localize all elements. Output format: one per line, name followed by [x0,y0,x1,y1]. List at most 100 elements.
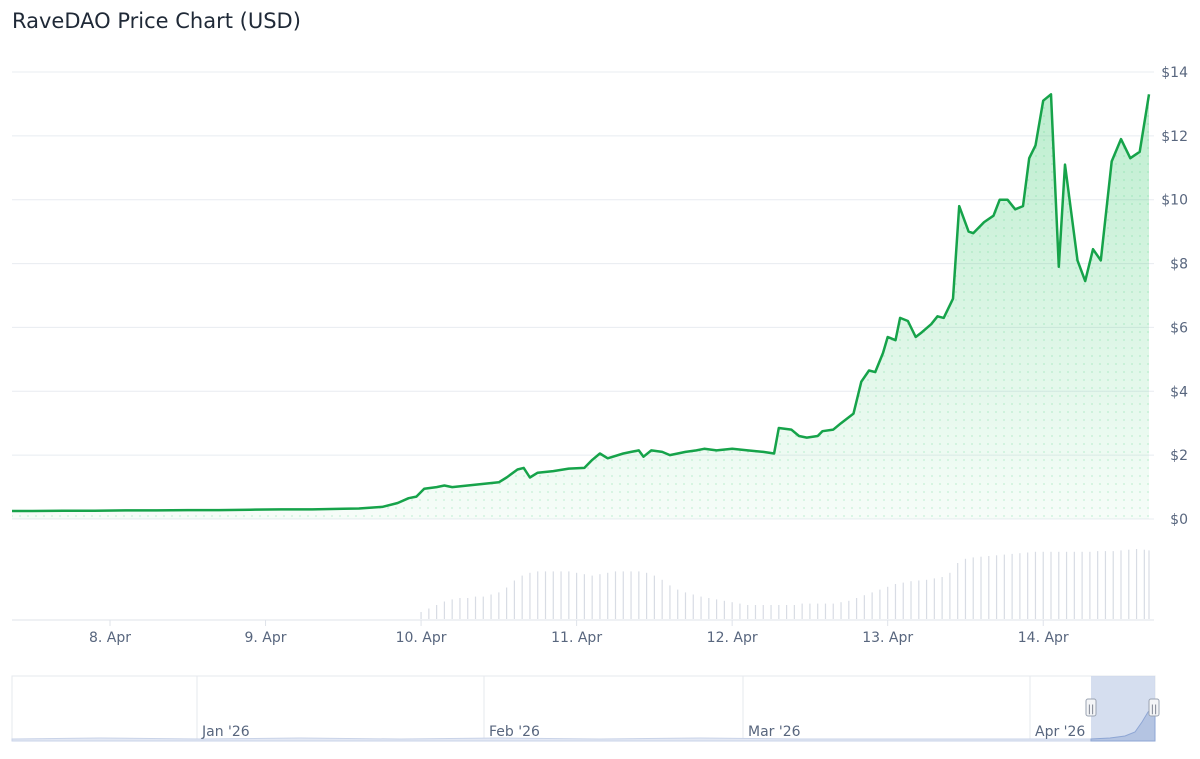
volume-bar [855,598,858,619]
y-axis-labels: $0 $2 $4 $6 $8 $10 $12 $14 [1161,65,1188,528]
price-area [12,94,1149,520]
volume-bar [1089,551,1091,619]
volume-bar [474,596,477,619]
navigator-selection-series [1090,703,1156,742]
navigator-left-handle[interactable]: || [1085,698,1097,717]
volume-bar [1097,551,1099,619]
volume-bars [420,549,1150,619]
navigator-right-handle[interactable]: || [1148,698,1160,717]
volume-bar [646,572,648,619]
volume-bar [770,605,772,619]
navigator[interactable]: Jan '26 Feb '26 Mar '26 Apr '26 || || [11,675,1160,742]
volume-bar [1073,551,1075,619]
volume-bar [809,603,811,619]
volume-bar [817,603,819,619]
volume-bar [568,571,570,619]
volume-bar [972,557,974,619]
volume-bar [840,602,842,619]
x-axis-labels: 8. Apr 9. Apr 10. Apr 11. Apr 12. Apr 13. Apr… [89,620,1069,646]
volume-bar [832,603,834,619]
volume-bar [902,582,904,619]
x-tick-label: 10. Apr [396,630,447,646]
volume-bar [1003,554,1005,619]
x-tick-label: 11. Apr [551,630,602,646]
volume-bar [848,600,850,619]
volume-bar [964,558,967,619]
volume-bar [700,596,702,619]
volume-bar [1027,552,1029,619]
volume-bar [420,612,422,619]
volume-bar [436,605,438,619]
volume-bar [824,603,827,619]
volume-bar [708,598,710,619]
navigator-gridlines [196,676,1031,741]
volume-bar [1135,549,1138,619]
volume-bar [925,579,928,619]
navigator-month-label: Apr '26 [1035,724,1085,740]
chart-title: RaveDAO Price Chart (USD) [12,9,301,33]
y-tick-label: $0 [1170,512,1188,528]
volume-bar [583,574,585,619]
left-handle-grip: || [1088,704,1095,715]
volume-bar [995,555,998,619]
volume-bar [607,572,609,619]
y-tick-label: $2 [1170,448,1188,464]
volume-bar [684,592,687,619]
volume-bar [980,556,982,619]
volume-bar [739,603,741,619]
x-tick-label: 14. Apr [1018,630,1069,646]
volume-bar [941,577,943,619]
volume-bar [1058,551,1060,619]
volume-bar [544,571,547,619]
volume-bar [910,581,912,619]
volume-bar [1148,550,1150,619]
volume-bar [653,575,655,619]
volume-bar [498,592,500,619]
volume-bar [669,585,671,619]
volume-bar [661,579,663,619]
volume-bar [482,596,484,619]
volume-bar [622,571,624,619]
volume-bar [863,595,865,619]
price-line[interactable] [12,93,1151,513]
volume-bar [871,592,873,619]
volume-bar [1143,549,1145,619]
volume-bar [1050,551,1052,619]
volume-bar [793,605,795,619]
y-tick-label: $4 [1170,384,1188,400]
volume-bar [630,571,632,619]
y-tick-label: $14 [1161,65,1188,81]
y-tick-label: $12 [1161,129,1188,145]
volume-bar [731,602,733,619]
volume-bar [762,605,764,619]
volume-bar [560,571,562,619]
volume-bar [638,571,640,619]
volume-bar [1081,551,1083,619]
volume-bar [957,563,959,619]
volume-bar [918,580,920,619]
volume-bar [599,574,601,619]
navigator-labels: Jan '26 Feb '26 Mar '26 Apr '26 [201,724,1085,740]
volume-bar [1112,551,1114,619]
volume-bar [692,594,694,619]
volume-bar [879,589,881,619]
volume-bar [801,603,803,619]
navigator-month-label: Mar '26 [748,724,801,740]
y-tick-label: $10 [1161,193,1188,209]
volume-bar [1065,551,1068,619]
volume-bar [949,572,951,619]
x-tick-label: 9. Apr [245,630,287,646]
volume-bar [521,575,523,619]
volume-bar [467,598,469,619]
volume-bar [614,571,617,619]
volume-bar [723,600,725,619]
volume-bar [576,572,578,619]
volume-bar [459,598,461,619]
volume-bar [451,599,453,619]
volume-bar [715,599,718,619]
price-line-group[interactable] [12,93,1151,513]
volume-bar [443,601,446,619]
navigator-month-label: Jan '26 [201,724,250,740]
x-tick-label: 8. Apr [89,630,131,646]
